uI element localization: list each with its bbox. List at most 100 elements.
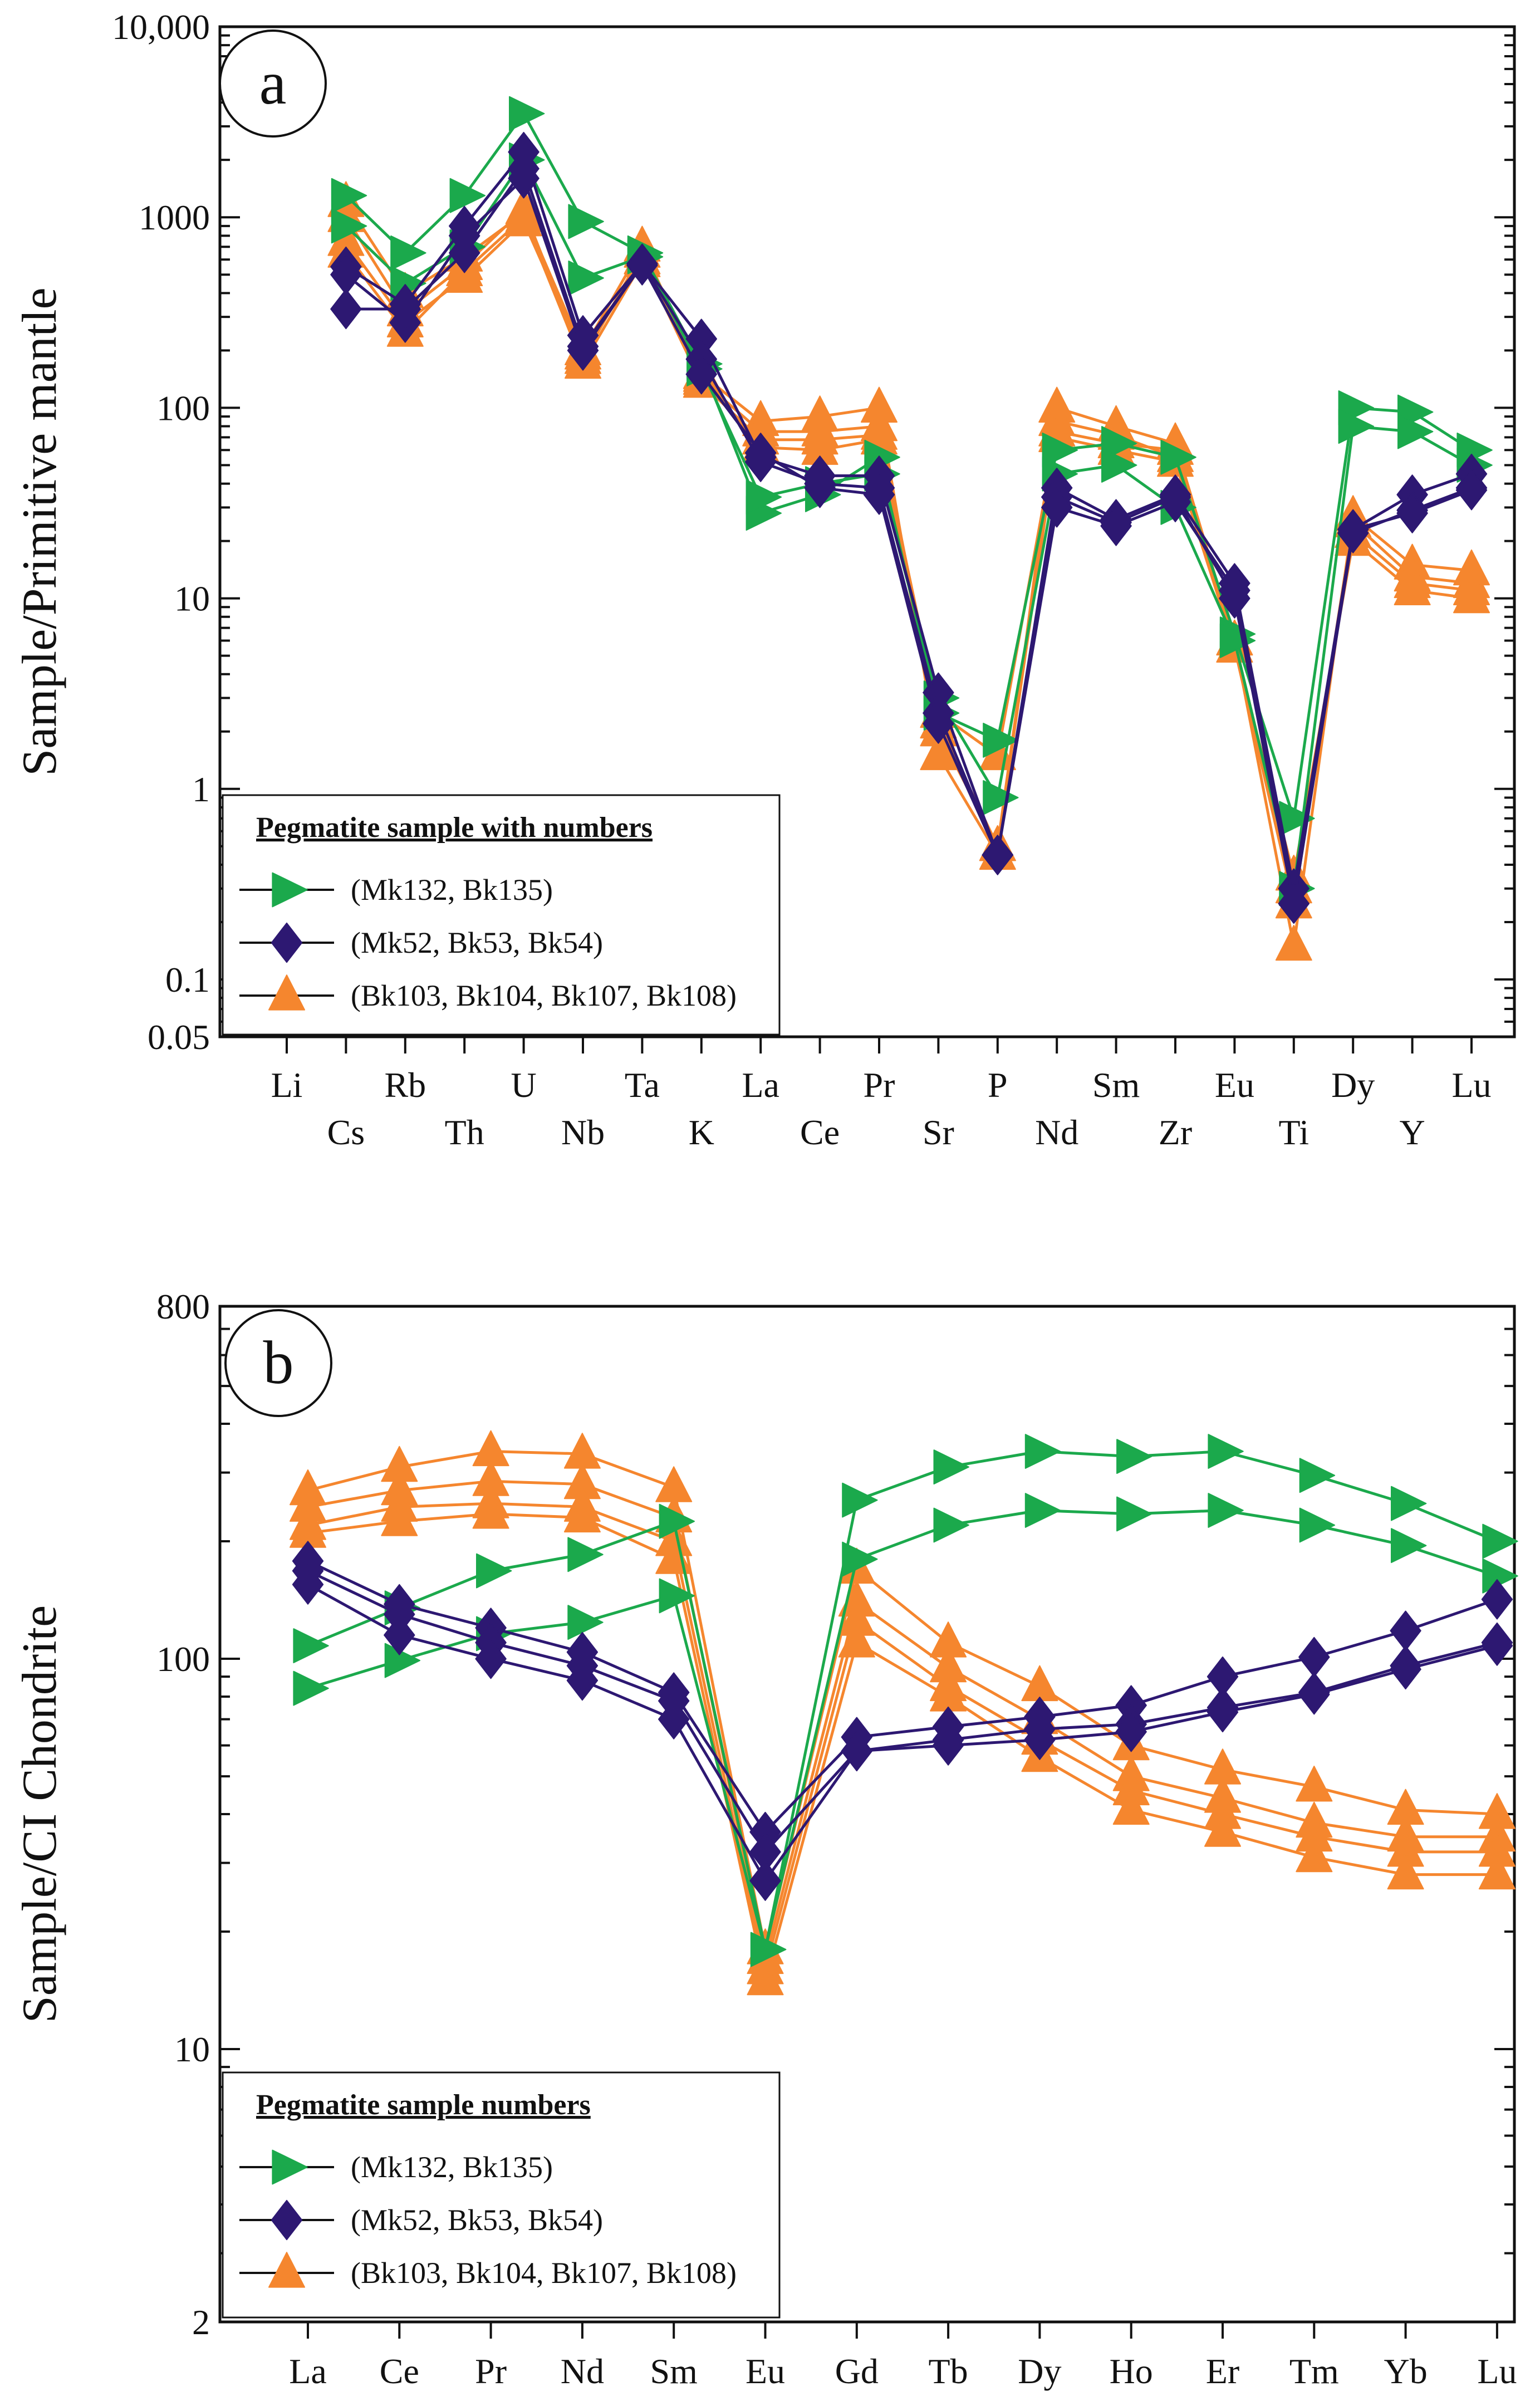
data-point-Bk54	[1100, 506, 1132, 546]
legend-entry-label: (Mk132, Bk135)	[351, 2150, 553, 2184]
data-point-Mk132	[509, 96, 545, 131]
legend-marker-green	[272, 872, 308, 908]
x-tick-label: Li	[271, 1065, 303, 1105]
x-tick-label: Ho	[1110, 2351, 1153, 2391]
x-tick-label: Pr	[475, 2351, 507, 2391]
panel-letter-circle	[219, 30, 327, 138]
x-tick-label: Sm	[1092, 1065, 1140, 1105]
x-tick-label: Nb	[561, 1113, 605, 1152]
data-point-Bk54	[749, 1860, 781, 1901]
data-point-Mk132	[476, 1553, 512, 1589]
data-point-Bk108	[1112, 1788, 1150, 1825]
data-point-Bk135	[1397, 414, 1434, 449]
x-tick-label: Th	[445, 1113, 484, 1152]
x-tick-label: Lu	[1451, 1065, 1491, 1105]
data-point-Bk54	[863, 474, 895, 515]
data-point-Mk132	[1042, 432, 1078, 468]
data-point-Bk103	[920, 734, 957, 771]
data-point-Bk108	[381, 1500, 418, 1536]
data-point-Bk108	[505, 196, 542, 232]
data-point-Bk135	[331, 208, 367, 244]
data-point-Bk135	[384, 1643, 421, 1678]
x-tick-label: Sm	[650, 2351, 698, 2391]
legend-marker-orange	[268, 2252, 305, 2288]
data-point-Bk108	[563, 1496, 601, 1533]
data-point-Mk132	[933, 1449, 969, 1484]
x-tick-label: P	[988, 1065, 1008, 1105]
y-tick-label: 10	[174, 579, 210, 619]
data-point-Mk132	[1024, 1434, 1061, 1469]
data-point-Bk135	[1299, 1507, 1336, 1543]
series-line-Bk107	[307, 1502, 1497, 1971]
data-point-Bk54	[685, 354, 717, 395]
data-point-Mk132	[1208, 1434, 1244, 1469]
data-point-Bk54	[1337, 509, 1369, 550]
x-tick-label: La	[289, 2351, 327, 2391]
data-point-Bk54	[1455, 470, 1488, 511]
x-tick-label: Dy	[1331, 1065, 1375, 1105]
y-tick-label: 0.1	[165, 960, 210, 999]
y-tick-label: 1000	[139, 198, 210, 237]
data-point-Bk135	[568, 260, 604, 296]
y-tick-label: 0.05	[148, 1017, 210, 1057]
data-point-Bk108	[1394, 569, 1431, 605]
data-point-Bk135	[1101, 448, 1137, 483]
x-tick-label: K	[689, 1113, 714, 1152]
x-tick-label: Eu	[746, 2351, 785, 2391]
data-point-Bk135	[750, 1932, 787, 1967]
series-line-Mk52	[307, 1560, 1498, 1834]
panel-letter-circle	[224, 1309, 332, 1417]
x-tick-label: Zr	[1159, 1113, 1192, 1152]
panel-letter: b	[263, 1329, 294, 1396]
x-tick-label: Pr	[864, 1065, 895, 1105]
legend-entry-label: (Mk132, Bk135)	[351, 873, 553, 906]
data-point-Mk132	[331, 178, 367, 213]
data-point-Bk103	[1275, 924, 1312, 961]
data-point-Bk108	[747, 1959, 784, 1996]
legend-entry-label: (Mk52, Bk53, Bk54)	[351, 926, 603, 959]
data-point-Bk135	[1338, 409, 1374, 444]
panel-a-primitive-mantle-chart: 10,000 1000 100 10 1 0.1 0.05 Sample/Primitive …	[13, 7, 1516, 1152]
data-point-Bk54	[1207, 1692, 1239, 1733]
x-tick-label: Ce	[800, 1113, 840, 1152]
data-point-Mk132	[567, 1537, 604, 1572]
data-point-Bk54	[923, 703, 954, 744]
data-point-Mk132	[1160, 439, 1196, 475]
x-tick-label: Y	[1399, 1113, 1425, 1152]
x-tick-label: Rb	[384, 1065, 426, 1105]
panel-letter: a	[259, 49, 287, 117]
data-point-Bk108	[472, 1493, 509, 1529]
data-point-Bk135	[1208, 1493, 1244, 1528]
x-tick-label: U	[511, 1065, 536, 1105]
data-point-Bk108	[1478, 1853, 1516, 1890]
data-point-Mk132	[1391, 1486, 1427, 1521]
series-line-Bk103	[307, 1450, 1498, 1951]
x-tick-label: Ta	[625, 1065, 660, 1105]
data-point-Bk135	[1116, 1496, 1152, 1532]
data-point-Bk54	[932, 1725, 964, 1766]
data-point-Bk135	[1391, 1528, 1427, 1564]
data-point-Bk54	[982, 835, 1013, 875]
data-point-Bk54	[449, 233, 480, 273]
x-tick-label: Lu	[1477, 2351, 1517, 2391]
data-point-Bk54	[626, 245, 658, 286]
x-tick-label: Dy	[1018, 2351, 1061, 2391]
data-point-Bk54	[1115, 1712, 1147, 1752]
series-line-Bk104	[307, 1479, 1497, 1961]
data-point-Bk54	[1278, 883, 1310, 924]
data-point-Bk54	[804, 468, 836, 508]
data-point-Bk54	[658, 1699, 690, 1739]
x-tick-label: Ti	[1278, 1113, 1309, 1152]
panel-b-chondrite-chart: 800 100 10 2 Sample/CI Chondrite La Ce Pr Nd Sm Eu…	[13, 1287, 1518, 2391]
data-point-Bk54	[566, 1660, 599, 1701]
data-point-Bk54	[1396, 493, 1428, 533]
x-tick-label: Gd	[835, 2351, 879, 2391]
data-point-Bk54	[1481, 1625, 1513, 1666]
x-tick-label: Nd	[1035, 1113, 1078, 1152]
legend-title: Pegmatite sample numbers	[256, 2089, 591, 2121]
data-point-Mk132	[1299, 1458, 1336, 1493]
series-line-Bk54	[346, 167, 1472, 905]
data-point-Bk54	[841, 1731, 872, 1772]
data-point-Bk135	[1219, 623, 1256, 658]
